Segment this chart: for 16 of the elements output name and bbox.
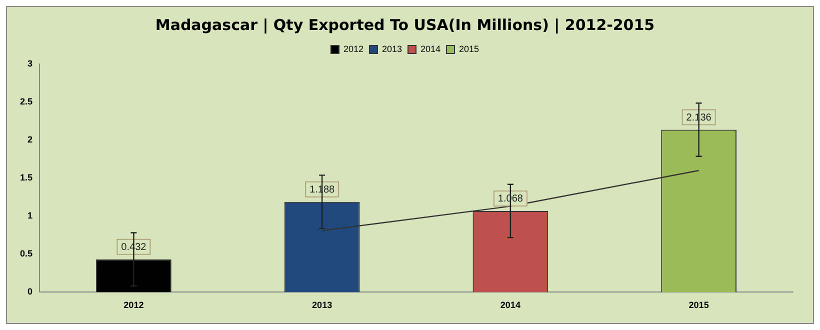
y-tick-label: 3 (27, 58, 33, 68)
legend-label: 2012 (343, 44, 364, 54)
y-tick-label: 2.5 (20, 96, 33, 107)
legend-label: 2015 (459, 44, 480, 54)
legend-label: 2014 (420, 44, 441, 54)
y-tick-label: 0 (27, 286, 33, 297)
y-tick-label: 1.5 (20, 172, 33, 183)
y-tick-label: 1 (27, 210, 33, 221)
x-tick-label: 2014 (500, 300, 520, 310)
x-tick-label: 2012 (124, 300, 144, 310)
y-tick-label: 2 (27, 134, 33, 145)
y-tick-label: 0.5 (20, 248, 33, 259)
legend-label: 2013 (382, 44, 402, 54)
x-tick-label: 2015 (688, 300, 709, 310)
x-tick-label: 2013 (312, 300, 332, 310)
chart-title: Madagascar | Qty Exported To USA(In Millions) | 2012-2015 (155, 16, 655, 34)
